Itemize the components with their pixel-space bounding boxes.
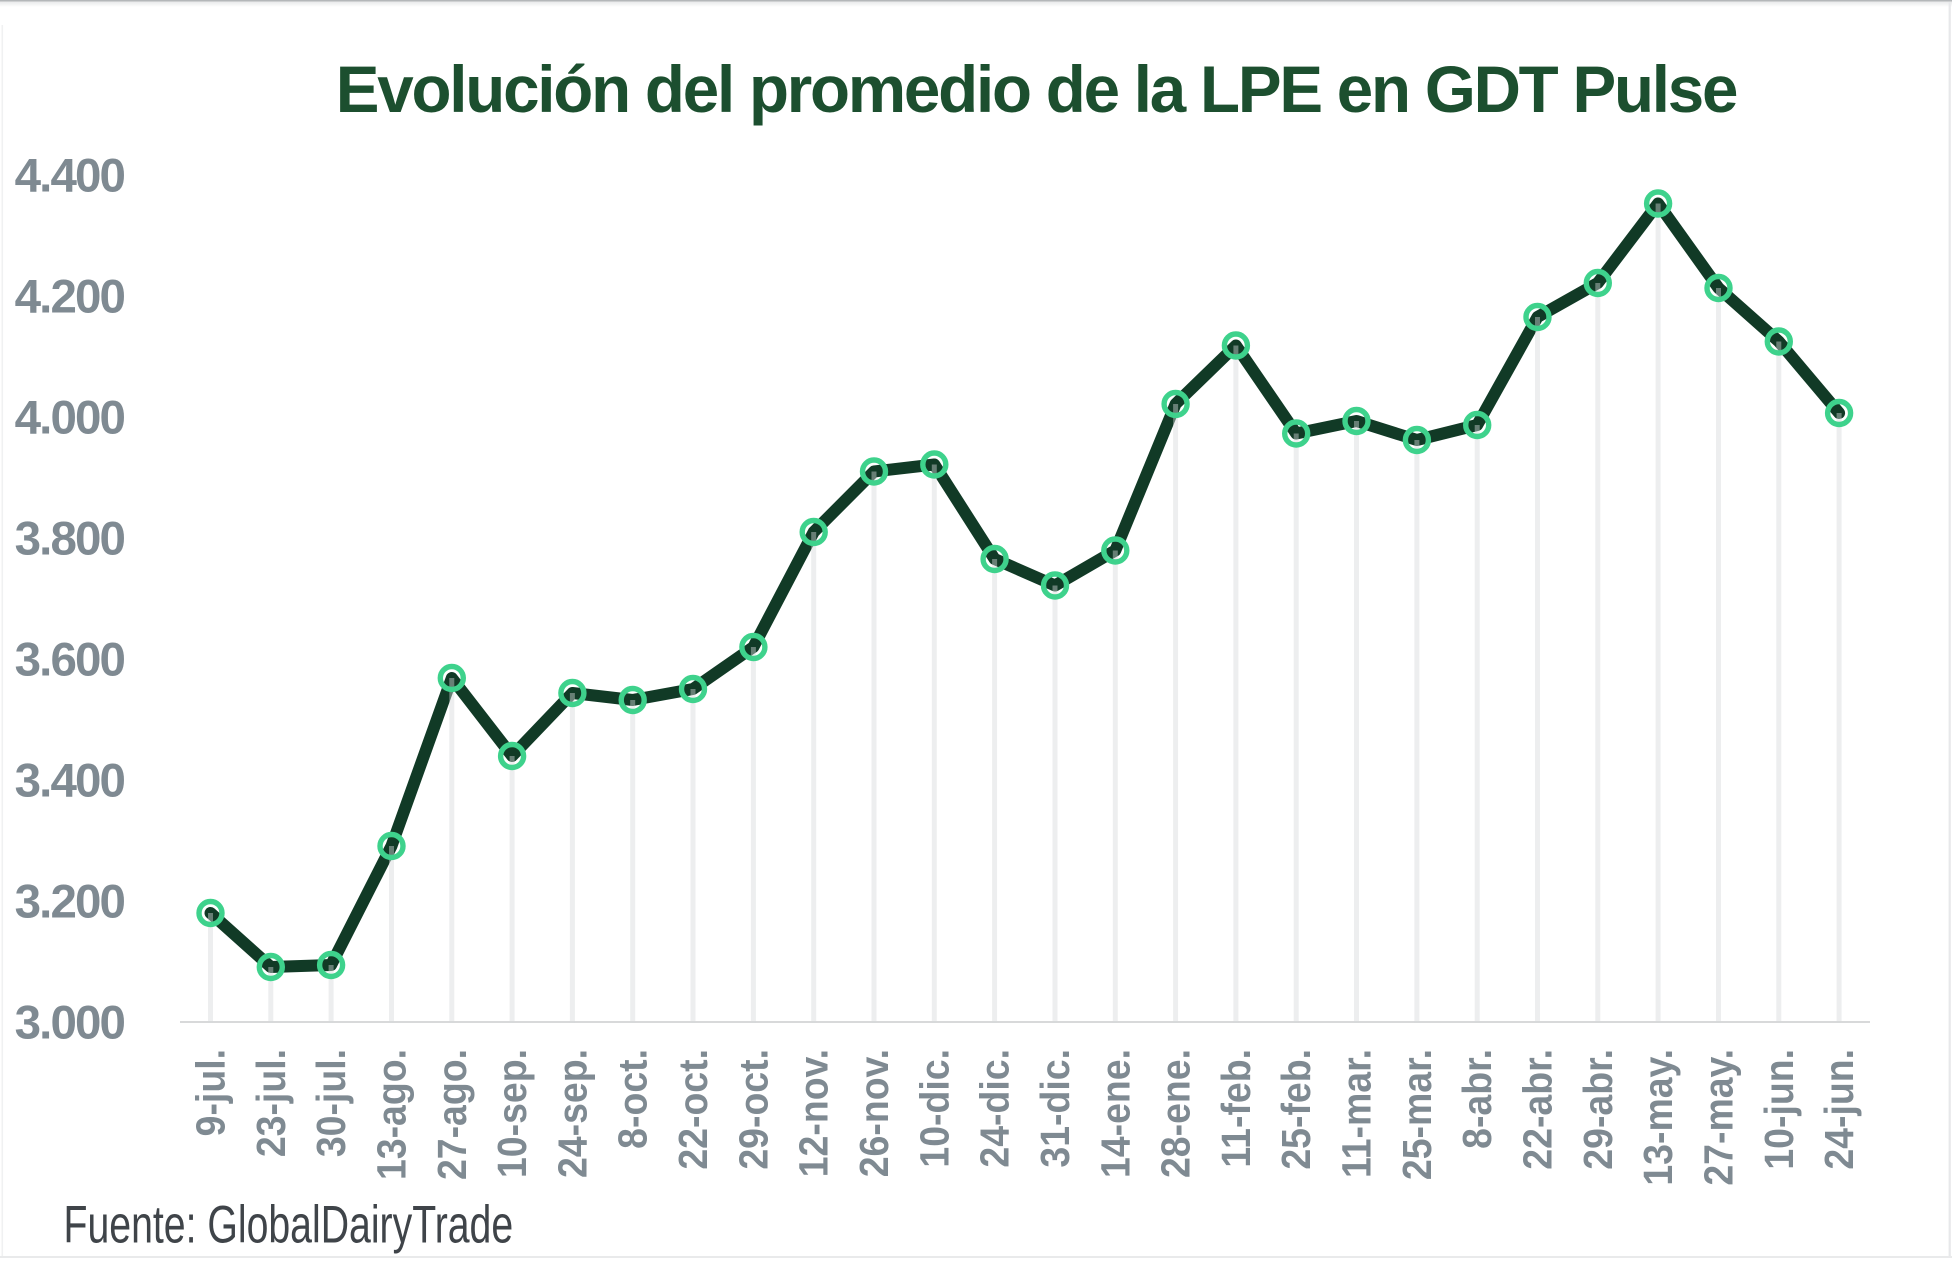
svg-text:12-nov.: 12-nov. <box>792 1049 837 1177</box>
svg-text:26-nov.: 26-nov. <box>853 1049 898 1177</box>
svg-text:29-abr.: 29-abr. <box>1576 1049 1621 1170</box>
svg-text:3.400: 3.400 <box>15 754 125 807</box>
svg-text:Evolución del promedio de la L: Evolución del promedio de la LPE en GDT … <box>336 53 1737 126</box>
svg-text:27-ago.: 27-ago. <box>430 1049 475 1180</box>
svg-text:13-ago.: 13-ago. <box>370 1049 415 1180</box>
svg-text:22-abr.: 22-abr. <box>1516 1049 1561 1170</box>
svg-text:3.200: 3.200 <box>15 875 125 928</box>
svg-text:24-jun.: 24-jun. <box>1818 1049 1863 1170</box>
svg-text:22-oct.: 22-oct. <box>672 1049 717 1170</box>
svg-text:10-jun.: 10-jun. <box>1757 1049 1802 1170</box>
svg-text:11-mar.: 11-mar. <box>1335 1049 1380 1178</box>
svg-text:4.400: 4.400 <box>15 149 125 202</box>
svg-text:13-may.: 13-may. <box>1637 1049 1682 1186</box>
svg-text:14-ene.: 14-ene. <box>1094 1049 1139 1178</box>
svg-text:11-feb.: 11-feb. <box>1215 1049 1260 1168</box>
svg-text:8-abr.: 8-abr. <box>1456 1049 1501 1149</box>
svg-text:29-oct.: 29-oct. <box>732 1049 777 1170</box>
svg-text:8-oct.: 8-oct. <box>611 1049 656 1149</box>
svg-text:24-dic.: 24-dic. <box>973 1049 1018 1168</box>
svg-text:3.000: 3.000 <box>15 996 125 1049</box>
svg-text:23-jul.: 23-jul. <box>249 1049 294 1157</box>
svg-text:30-jul.: 30-jul. <box>310 1049 355 1157</box>
svg-text:25-feb.: 25-feb. <box>1275 1049 1320 1170</box>
svg-text:3.800: 3.800 <box>15 512 125 565</box>
svg-text:31-dic.: 31-dic. <box>1034 1049 1079 1168</box>
svg-text:28-ene.: 28-ene. <box>1154 1049 1199 1178</box>
svg-text:25-mar.: 25-mar. <box>1396 1049 1441 1180</box>
svg-text:10-dic.: 10-dic. <box>913 1049 958 1168</box>
svg-text:9-jul.: 9-jul. <box>189 1049 234 1136</box>
svg-text:4.200: 4.200 <box>15 270 125 323</box>
svg-text:Fuente: GlobalDairyTrade: Fuente: GlobalDairyTrade <box>64 1195 514 1254</box>
svg-text:3.600: 3.600 <box>15 633 125 686</box>
svg-text:27-may.: 27-may. <box>1697 1049 1742 1186</box>
svg-text:4.000: 4.000 <box>15 391 125 444</box>
svg-text:10-sep.: 10-sep. <box>491 1049 536 1178</box>
svg-text:24-sep.: 24-sep. <box>551 1049 596 1178</box>
